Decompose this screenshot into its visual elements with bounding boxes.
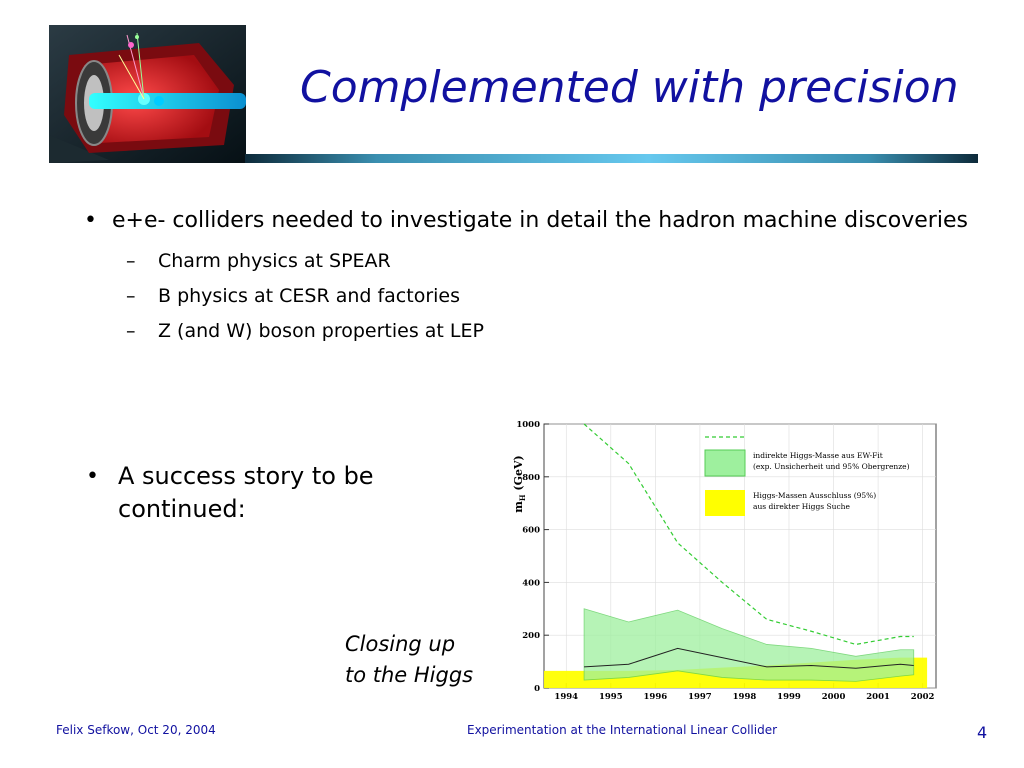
page-number: 4: [977, 723, 988, 742]
legend-label: indirekte Higgs-Masse aus EW-Fit: [753, 451, 883, 460]
x-tick-label: 2001: [866, 692, 890, 702]
title-divider: [245, 154, 978, 163]
y-tick-label: 600: [522, 526, 540, 536]
higgs-mass-chart: 0 200 400 600 800 1000 1994 1995 1996 1997 1998 199…: [512, 420, 937, 702]
x-tick-label: 1999: [777, 692, 801, 702]
y-tick-label: 1000: [516, 420, 540, 430]
footer-author: Felix Sefkow, Oct 20, 2004: [56, 723, 216, 737]
upper-limit-line: [583, 423, 914, 646]
bullet-list: • e+e- colliders needed to investigate i…: [76, 204, 996, 349]
x-tick-label: 1994: [554, 692, 578, 702]
bullet-dot: •: [86, 464, 99, 489]
y-tick-label: 0: [534, 684, 540, 694]
x-tick-label: 2002: [911, 692, 935, 702]
detector-image: [49, 25, 246, 163]
y-tick-label: 800: [522, 473, 540, 483]
caption-line-1: Closing up: [345, 632, 456, 656]
sub-bullet-text: Z (and W) boson properties at LEP: [158, 320, 484, 342]
y-tick-label: 200: [522, 631, 540, 641]
y-tick-label: 400: [522, 578, 540, 588]
caption-line-2: to the Higgs: [345, 663, 474, 687]
x-tick-label: 1996: [644, 692, 668, 702]
x-tick-label: 2000: [822, 692, 846, 702]
legend-label: (exp. Unsicherheit und 95% Obergrenze): [753, 462, 910, 471]
page-title: Complemented with precision: [300, 62, 959, 113]
bullet-second: • A success story to be continued:: [80, 460, 458, 526]
x-tick-label: 1997: [688, 692, 712, 702]
legend-swatch: [704, 449, 746, 477]
legend-swatch: [705, 490, 745, 516]
sub-bullet: – B physics at CESR and factories: [126, 285, 461, 307]
y-axis-label: mH (GeV): [512, 455, 527, 512]
bullet-main-text: e+e- colliders needed to investigate in …: [112, 208, 968, 233]
bullet-second-text: A success story to be continued:: [118, 462, 374, 523]
sub-bullet-text: Charm physics at SPEAR: [158, 250, 391, 272]
uncertainty-band: [583, 608, 915, 682]
x-tick-label: 1995: [599, 692, 623, 702]
sub-bullet: – Charm physics at SPEAR: [126, 250, 391, 272]
x-tick-label: 1998: [733, 692, 757, 702]
sub-bullet-text: B physics at CESR and factories: [158, 285, 461, 307]
sub-bullet: – Z (and W) boson properties at LEP: [126, 320, 484, 342]
chart-caption: Closing up to the Higgs: [345, 629, 473, 691]
legend-label: Higgs-Massen Ausschluss (95%): [753, 491, 876, 500]
bullet-dot: •: [84, 208, 97, 233]
central-value-line: [584, 647, 914, 669]
footer-event: Experimentation at the International Lin…: [467, 723, 778, 737]
legend-label: aus direkter Higgs Suche: [753, 502, 850, 511]
bullet-main: • e+e- colliders needed to investigate i…: [76, 204, 996, 238]
